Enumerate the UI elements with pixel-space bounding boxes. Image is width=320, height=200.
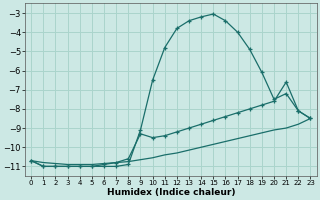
X-axis label: Humidex (Indice chaleur): Humidex (Indice chaleur) bbox=[107, 188, 235, 197]
